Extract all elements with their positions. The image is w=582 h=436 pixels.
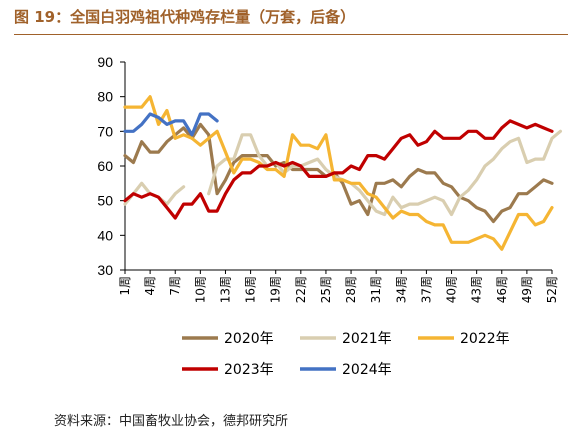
x-tick-label: 52周	[545, 276, 559, 303]
x-tick-label: 10周	[193, 276, 207, 303]
series-layer	[123, 95, 562, 251]
x-tick-label: 22周	[294, 276, 308, 303]
chart-axes: 30 40 50 60 70 80 90 1周 4周 7周 10周 13周 16周 19周 22周 25周 28…	[97, 54, 559, 303]
legend-label: 2023年	[224, 362, 274, 378]
y-tick-label: 90	[97, 54, 113, 70]
x-tick-label: 40周	[445, 276, 459, 303]
x-tick-label: 19周	[269, 276, 283, 303]
x-tick-label: 31周	[369, 276, 383, 303]
legend-label: 2024年	[342, 362, 392, 378]
line-chart: 30 40 50 60 70 80 90 1周 4周 7周 10周 13周 16周 19周 22周 25周 28…	[97, 54, 562, 378]
x-tick-label: 7周	[168, 276, 182, 296]
source-note: 资料来源：中国畜牧业协会，德邦研究所	[54, 414, 289, 429]
figure-title: 图 19：全国白羽鸡祖代种鸡存栏量（万套，后备）	[14, 8, 356, 26]
x-tick-label: 49周	[520, 276, 534, 303]
x-tick-label: 43周	[470, 276, 484, 303]
x-tick-label: 25周	[319, 276, 333, 303]
series-line-2023年	[123, 119, 554, 220]
x-tick-label: 37周	[419, 276, 433, 303]
x-tick-label: 34周	[394, 276, 408, 303]
y-tick-label: 40	[97, 227, 113, 243]
legend-label: 2020年	[224, 331, 274, 347]
x-tick-label: 16周	[244, 276, 258, 303]
y-tick-label: 80	[97, 89, 113, 105]
legend-label: 2022年	[460, 331, 510, 347]
x-tick-label: 46周	[495, 276, 509, 303]
title-rule	[14, 34, 568, 35]
x-tick-label: 28周	[344, 276, 358, 303]
y-tick-label: 50	[97, 193, 113, 209]
x-tick-label: 1周	[118, 276, 132, 296]
y-tick-label: 30	[97, 262, 113, 278]
legend-label: 2021年	[342, 331, 392, 347]
y-tick-label: 60	[97, 158, 113, 174]
chart-legend: 2020年 2021年 2022年 2023年 2024年	[182, 331, 510, 378]
y-tick-label: 70	[97, 123, 113, 139]
x-tick-label: 13周	[218, 276, 232, 303]
series-line-2024年	[123, 112, 219, 137]
x-tick-label: 4周	[143, 276, 157, 296]
series-line-2022年	[123, 95, 554, 251]
